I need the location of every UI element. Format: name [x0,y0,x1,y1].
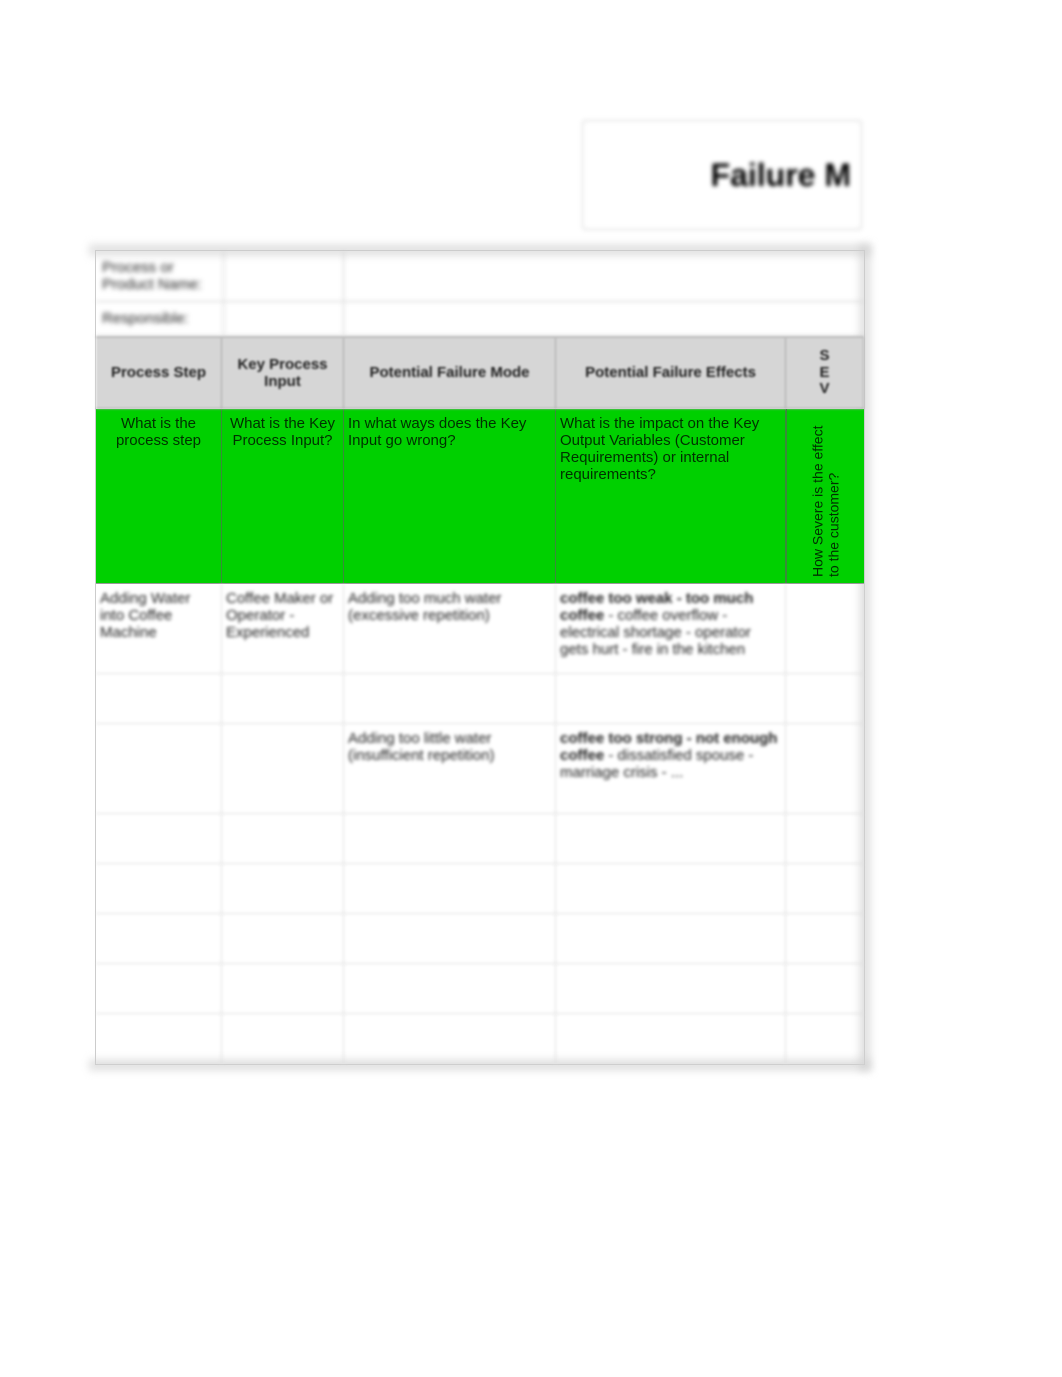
cell-sev[interactable] [786,584,864,673]
table-row [96,964,864,1014]
cell-process-step[interactable] [96,964,222,1013]
meta-gap [224,302,344,335]
cell-failure-mode[interactable] [344,914,556,963]
cell-sev[interactable] [786,674,864,723]
cell-failure-effects[interactable] [556,914,786,963]
meta-value-process[interactable] [344,251,864,301]
meta-label-process: Process or Product Name: [96,251,224,301]
title-box: Failure M [582,120,862,230]
header-sev: S E V [786,338,864,408]
cell-failure-mode[interactable] [344,864,556,913]
cell-failure-mode[interactable] [344,964,556,1013]
cell-failure-effects[interactable] [556,864,786,913]
table-row: Adding Water into Coffee MachineCoffee M… [96,584,864,674]
guide-col4: What is the impact on the Key Output Var… [556,409,786,583]
cell-key-input[interactable] [222,864,344,913]
cell-failure-mode[interactable] [344,814,556,863]
table-header-row: Process Step Key Process Input Potential… [96,336,864,409]
cell-failure-effects[interactable] [556,964,786,1013]
cell-sev[interactable] [786,914,864,963]
cell-process-step[interactable] [96,1014,222,1063]
cell-failure-effects[interactable]: coffee too weak - too much coffee - coff… [556,584,786,673]
header-process-step: Process Step [96,338,222,408]
guide-col3: In what ways does the Key Input go wrong… [344,409,556,583]
guide-col1: What is the process step [96,409,222,583]
cell-process-step[interactable]: Adding Water into Coffee Machine [96,584,222,673]
cell-failure-effects[interactable] [556,674,786,723]
guide-row: What is the process step What is the Key… [96,409,864,584]
header-failure-mode: Potential Failure Mode [344,338,556,408]
cell-key-input[interactable] [222,1014,344,1063]
cell-key-input[interactable]: Coffee Maker or Operator - Experienced [222,584,344,673]
meta-value-responsible[interactable] [344,302,864,335]
guide-col2: What is the Key Process Input? [222,409,344,583]
cell-failure-mode[interactable]: Adding too much water (excessive repetit… [344,584,556,673]
meta-label-responsible: Responsible: [96,302,224,335]
header-failure-effects: Potential Failure Effects [556,338,786,408]
table-row [96,674,864,724]
cell-process-step[interactable] [96,864,222,913]
cell-sev[interactable] [786,724,864,813]
cell-failure-mode[interactable] [344,674,556,723]
cell-failure-effects[interactable] [556,1014,786,1063]
page-title: Failure M [711,157,851,194]
cell-key-input[interactable] [222,964,344,1013]
cell-key-input[interactable] [222,674,344,723]
cell-key-input[interactable] [222,814,344,863]
table-row [96,914,864,964]
cell-sev[interactable] [786,1014,864,1063]
table-row [96,1014,864,1064]
cell-failure-mode[interactable]: Adding too little water (insufficient re… [344,724,556,813]
table-row: Adding too little water (insufficient re… [96,724,864,814]
cell-process-step[interactable] [96,914,222,963]
guide-col5: How Severe is the effect to the customer… [786,409,864,583]
cell-key-input[interactable] [222,914,344,963]
cell-sev[interactable] [786,964,864,1013]
cell-sev[interactable] [786,864,864,913]
meta-row-process: Process or Product Name: [96,251,864,302]
cell-failure-mode[interactable] [344,1014,556,1063]
header-key-input: Key Process Input [222,338,344,408]
meta-gap [224,251,344,301]
cell-failure-effects[interactable]: coffee too strong - not enough coffee - … [556,724,786,813]
cell-sev[interactable] [786,814,864,863]
table-row [96,814,864,864]
meta-row-responsible: Responsible: [96,302,864,336]
cell-process-step[interactable] [96,674,222,723]
cell-process-step[interactable] [96,724,222,813]
table-row [96,864,864,914]
cell-process-step[interactable] [96,814,222,863]
cell-failure-effects[interactable] [556,814,786,863]
cell-key-input[interactable] [222,724,344,813]
